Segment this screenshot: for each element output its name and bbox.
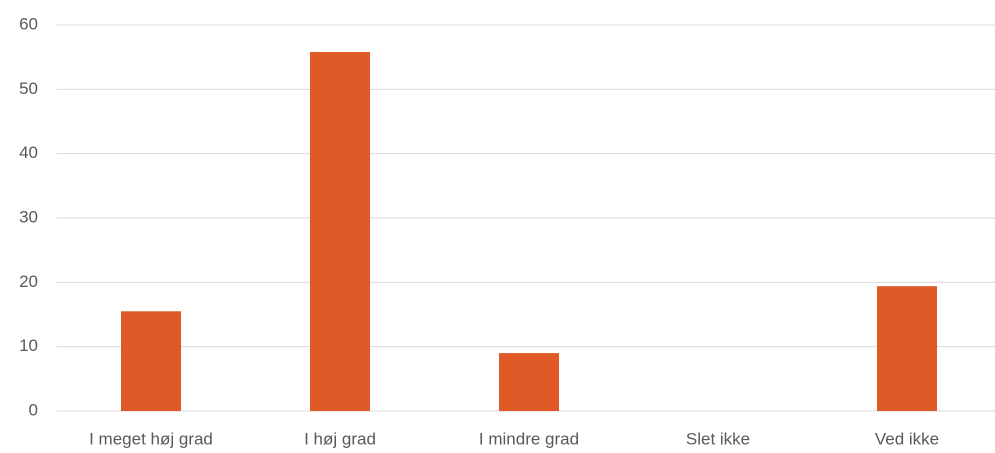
bar	[877, 286, 937, 411]
x-tick-label: I høj grad	[304, 429, 376, 448]
bar	[499, 353, 559, 411]
y-tick-label: 20	[19, 272, 38, 291]
y-tick-label: 50	[19, 79, 38, 98]
y-tick-label: 0	[29, 400, 38, 419]
bar	[121, 311, 181, 411]
y-tick-label: 10	[19, 336, 38, 355]
x-tick-label: I mindre grad	[479, 429, 579, 448]
x-tick-label: Slet ikke	[686, 429, 750, 448]
y-tick-label: 30	[19, 207, 38, 226]
y-tick-label: 40	[19, 143, 38, 162]
x-tick-label: Ved ikke	[875, 429, 939, 448]
x-tick-label: I meget høj grad	[89, 429, 213, 448]
bar	[310, 52, 370, 412]
y-tick-label: 60	[19, 14, 38, 33]
